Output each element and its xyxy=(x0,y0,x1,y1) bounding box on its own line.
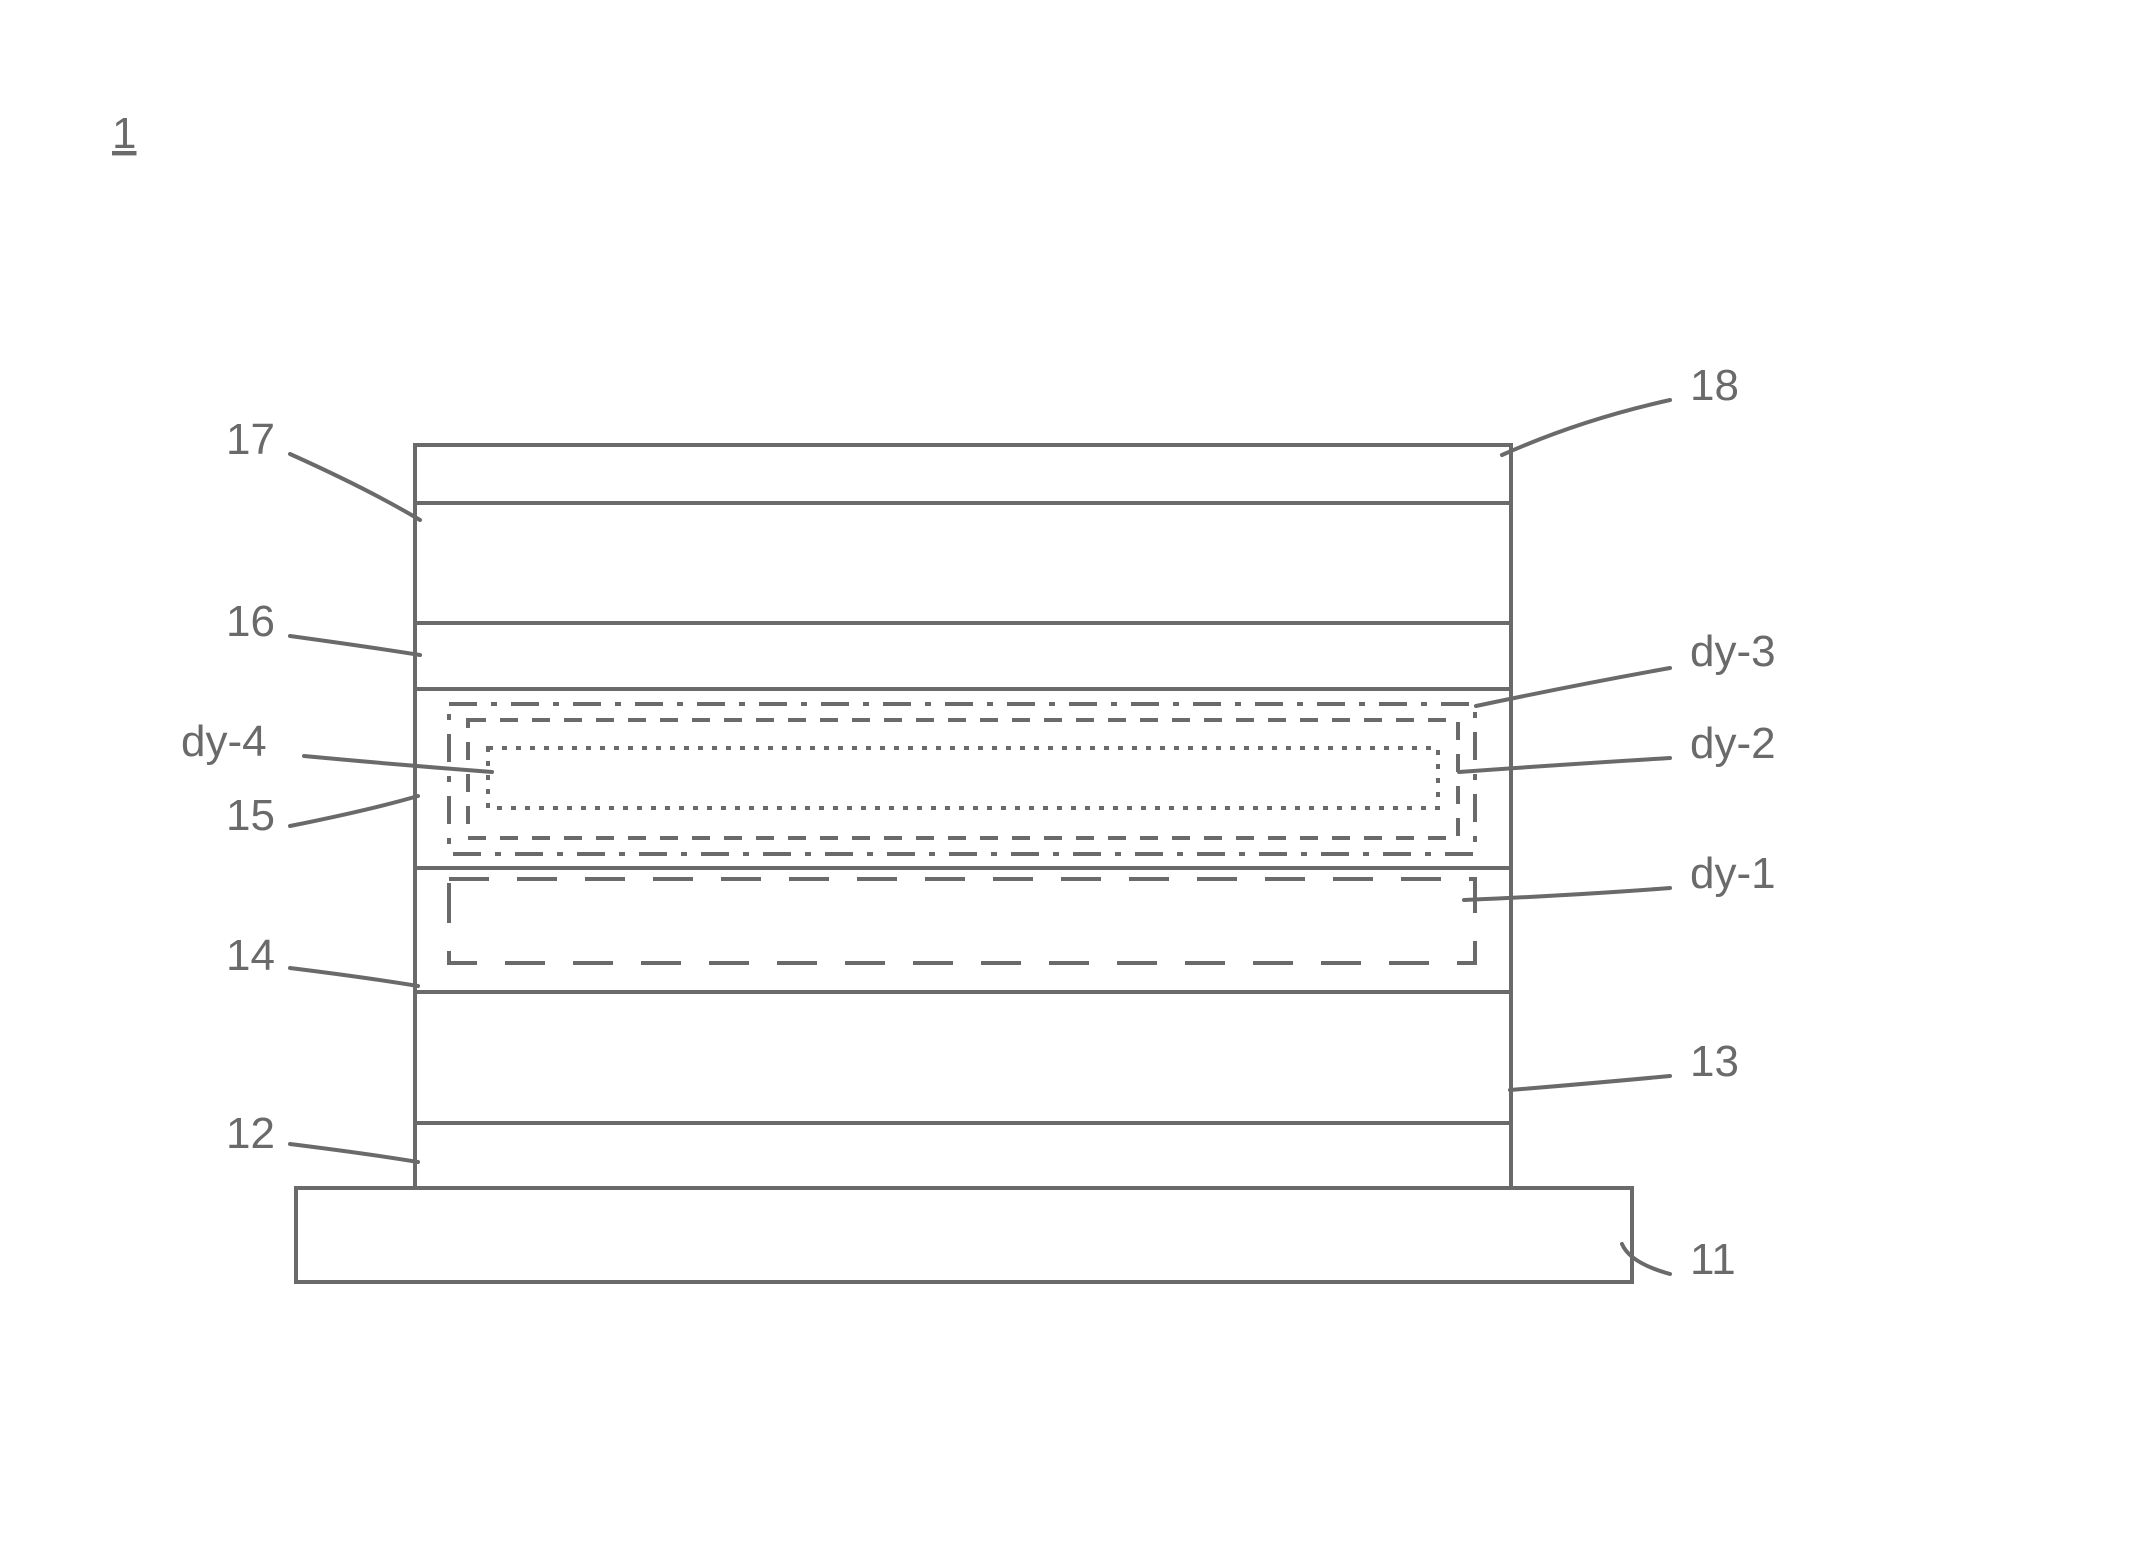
label-17: 17 xyxy=(226,415,275,464)
label-14: 14 xyxy=(226,931,275,980)
label-18: 18 xyxy=(1690,361,1739,410)
label-15: 15 xyxy=(226,791,275,840)
layer-diagram: 1 17 16 dy-4 15 14 12 18 dy-3 dy-2 dy-1 13 11 xyxy=(0,0,2153,1561)
label-12: 12 xyxy=(226,1109,275,1158)
label-13: 13 xyxy=(1690,1037,1739,1086)
label-1: 1 xyxy=(112,109,136,158)
label-dy-1: dy-1 xyxy=(1690,849,1776,898)
label-dy-4: dy-4 xyxy=(181,717,267,766)
label-dy-2: dy-2 xyxy=(1690,719,1776,768)
label-11: 11 xyxy=(1690,1235,1736,1284)
label-dy-3: dy-3 xyxy=(1690,627,1776,676)
label-16: 16 xyxy=(226,597,275,646)
